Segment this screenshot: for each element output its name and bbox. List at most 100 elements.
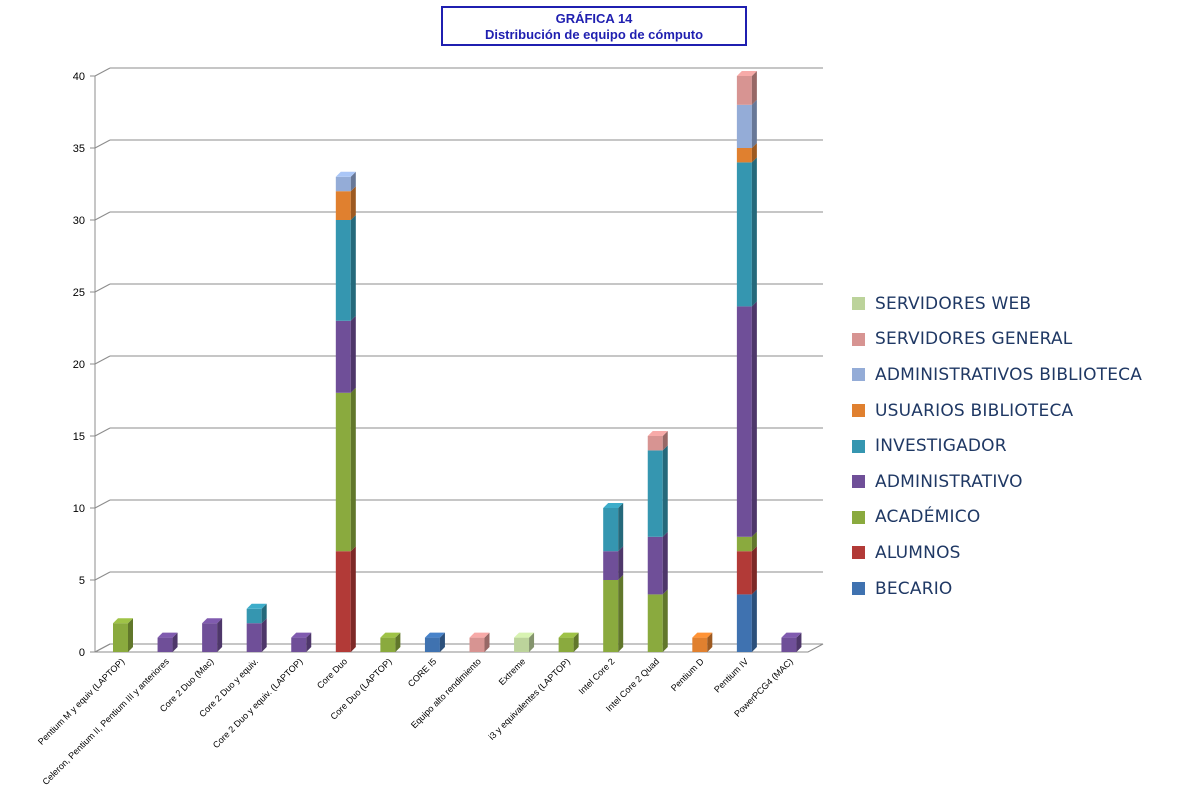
legend-swatch bbox=[852, 475, 865, 489]
bar-segment bbox=[736, 99, 757, 148]
x-tick-label: Pentium IV bbox=[712, 656, 750, 694]
bar-side bbox=[662, 531, 668, 595]
legend-swatch bbox=[852, 368, 865, 382]
bar-front bbox=[157, 637, 173, 652]
bar-top bbox=[202, 618, 223, 624]
bar-top bbox=[558, 632, 579, 638]
bar-front bbox=[603, 580, 619, 652]
legend-label: USUARIOS BIBLIOTECA bbox=[875, 400, 1074, 421]
bar-segment bbox=[558, 632, 579, 652]
x-tick-label: Core 2 Duo y equiv. (LAPTOP) bbox=[211, 656, 305, 750]
bar-front bbox=[335, 220, 351, 321]
bar-side bbox=[662, 431, 668, 451]
gridline-side bbox=[94, 571, 111, 581]
legend-item: SERVIDORES WEB bbox=[852, 286, 1142, 322]
bar-top bbox=[692, 632, 713, 638]
legend-item: ACADÉMICO bbox=[852, 500, 1142, 536]
bar-side bbox=[529, 632, 535, 652]
bar-segment bbox=[647, 431, 668, 451]
legend-item: BECARIO bbox=[852, 571, 1142, 607]
bar-front bbox=[647, 536, 663, 595]
legend-swatch bbox=[852, 546, 865, 560]
bar-side bbox=[751, 143, 757, 163]
legend-swatch bbox=[852, 439, 865, 453]
bar-front bbox=[335, 320, 351, 393]
legend-label: ADMINISTRATIVO bbox=[875, 471, 1023, 492]
legend-label: SERVIDORES GENERAL bbox=[875, 329, 1073, 350]
x-tick-label: Pentium M y equiv (LAPTOP) bbox=[36, 656, 126, 746]
bar-segment bbox=[157, 632, 178, 652]
bar-side bbox=[751, 71, 757, 105]
bar-front bbox=[736, 162, 752, 307]
bar-front bbox=[380, 637, 396, 652]
bar-front bbox=[424, 637, 440, 652]
gridline-side bbox=[94, 283, 111, 293]
gridline-side bbox=[94, 211, 111, 221]
x-tick-label: Pentium D bbox=[669, 656, 706, 693]
y-tick-label: 10 bbox=[73, 503, 85, 515]
bar-side bbox=[573, 632, 579, 652]
bar-segment bbox=[469, 632, 490, 652]
bar-front bbox=[603, 551, 619, 580]
legend-item: SERVIDORES GENERAL bbox=[852, 322, 1142, 358]
bar-segment bbox=[335, 215, 356, 321]
bar-segment bbox=[424, 632, 445, 652]
bar-side bbox=[350, 315, 356, 393]
bar-side bbox=[618, 546, 624, 580]
y-tick-label: 30 bbox=[73, 215, 85, 227]
bar-segment bbox=[736, 531, 757, 552]
gridline-side bbox=[94, 355, 111, 365]
legend-swatch bbox=[852, 332, 865, 346]
bar-front bbox=[603, 508, 619, 552]
bar-segment bbox=[603, 503, 624, 552]
y-tick-label: 25 bbox=[73, 287, 85, 299]
legend-label: INVESTIGADOR bbox=[875, 436, 1007, 457]
x-tick-label: i3 y equivalentes (LAPTOP) bbox=[487, 656, 572, 741]
bar-side bbox=[128, 618, 133, 652]
bar-top bbox=[157, 632, 178, 638]
bar-front bbox=[736, 594, 752, 652]
gridline-side bbox=[94, 499, 111, 509]
legend-swatch bbox=[852, 404, 865, 418]
bar-top bbox=[335, 171, 356, 177]
bar-segment bbox=[736, 71, 757, 105]
axes: 0 5 10 15 20 25 30 35 40 bbox=[73, 67, 824, 659]
y-tick-label: 20 bbox=[73, 359, 85, 371]
bar-front bbox=[335, 176, 351, 192]
chart-legend: SERVIDORES WEB SERVIDORES GENERAL ADMINIST… bbox=[852, 286, 1142, 606]
bar-top bbox=[424, 632, 445, 638]
bar-segment bbox=[335, 315, 356, 393]
bar-segment bbox=[246, 618, 267, 652]
bar-segment bbox=[113, 618, 133, 652]
bar-front bbox=[291, 637, 307, 652]
bar-top bbox=[380, 632, 401, 638]
bar-front bbox=[246, 623, 262, 652]
bar-top bbox=[781, 632, 802, 638]
bar-side bbox=[484, 632, 490, 652]
bar-front bbox=[514, 637, 530, 652]
bar-segment bbox=[335, 387, 356, 552]
bar-side bbox=[350, 387, 356, 552]
bar-front bbox=[736, 551, 752, 595]
bar-front bbox=[469, 637, 485, 652]
bar-segment bbox=[692, 632, 713, 652]
y-tick-label: 5 bbox=[79, 575, 85, 587]
bar-segment bbox=[736, 157, 757, 307]
bar-segment bbox=[335, 546, 356, 652]
legend-label: ADMINISTRATIVOS BIBLIOTECA bbox=[875, 364, 1143, 385]
x-tick-label: Extreme bbox=[497, 656, 528, 687]
legend-label: ALUMNOS bbox=[875, 542, 961, 563]
bar-front bbox=[736, 76, 752, 105]
bar-front bbox=[736, 104, 752, 148]
bar-segment bbox=[736, 589, 757, 652]
legend-item: USUARIOS BIBLIOTECA bbox=[852, 393, 1142, 429]
bar-side bbox=[261, 603, 267, 624]
bar-segment bbox=[246, 603, 267, 624]
legend-swatch bbox=[852, 582, 865, 596]
bar-top bbox=[113, 618, 133, 624]
bar-segment bbox=[647, 445, 668, 537]
x-labels: Pentium M y equiv (LAPTOP)Celeron, Penti… bbox=[36, 656, 795, 787]
legend-label: BECARIO bbox=[875, 578, 953, 599]
bar-segment bbox=[514, 632, 535, 652]
